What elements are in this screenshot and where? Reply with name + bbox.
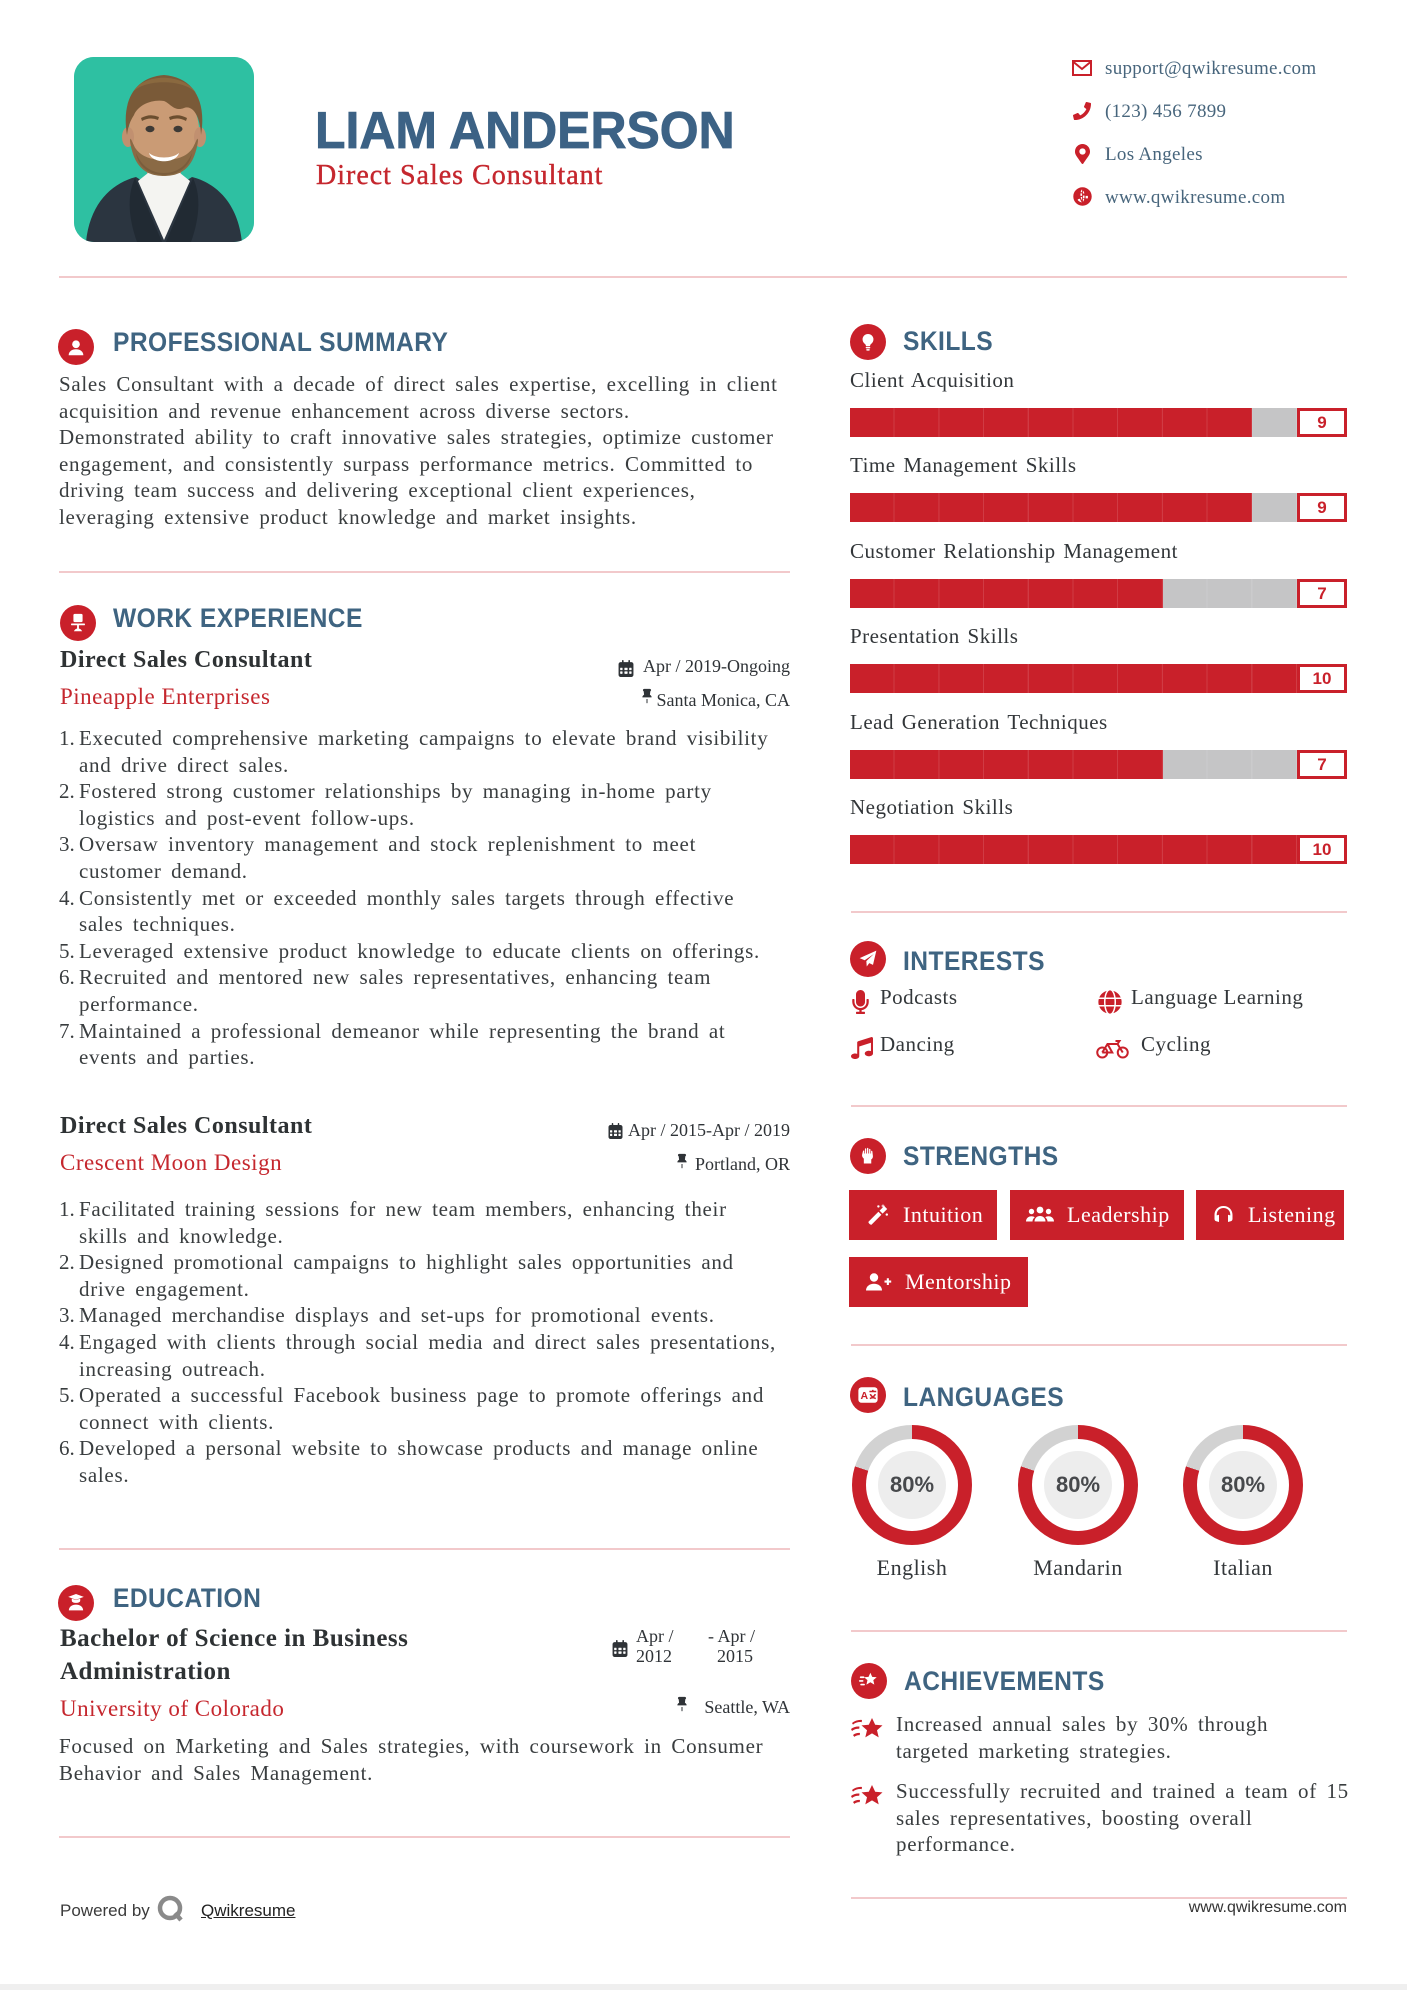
svg-text:A: A — [860, 1390, 868, 1402]
